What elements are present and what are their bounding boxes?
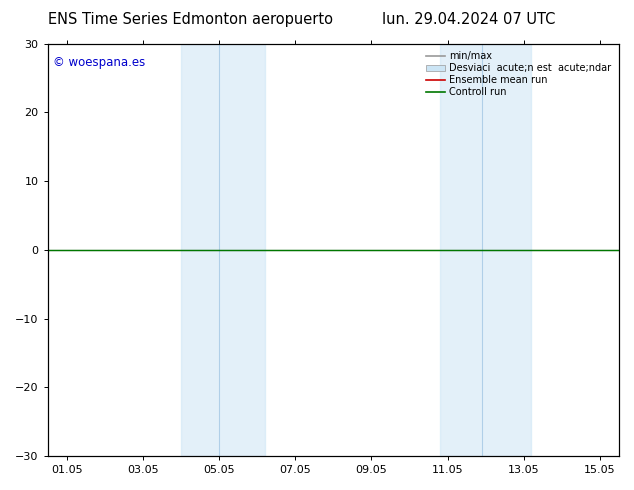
Legend: min/max, Desviaci  acute;n est  acute;ndar, Ensemble mean run, Controll run: min/max, Desviaci acute;n est acute;ndar… (423, 49, 614, 100)
Text: lun. 29.04.2024 07 UTC: lun. 29.04.2024 07 UTC (382, 12, 556, 27)
Text: ENS Time Series Edmonton aeropuerto: ENS Time Series Edmonton aeropuerto (48, 12, 333, 27)
Bar (440, 44, 531, 456)
Text: © woespana.es: © woespana.es (53, 56, 145, 69)
Bar (181, 44, 264, 456)
